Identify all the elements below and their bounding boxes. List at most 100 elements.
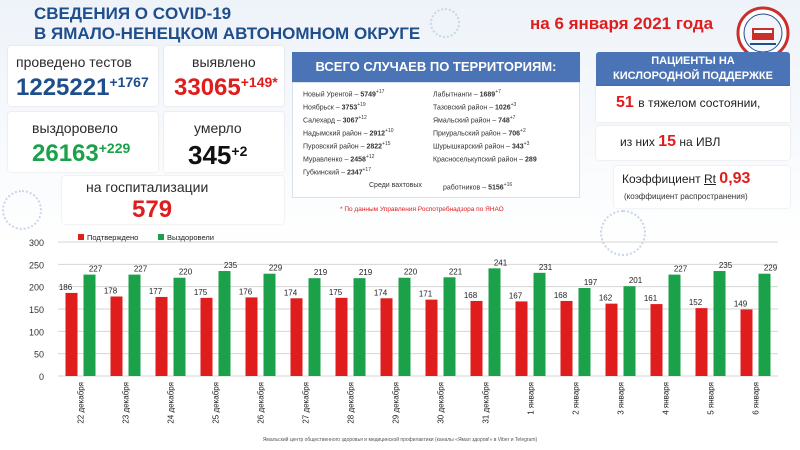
territory-row: Тазовский район – 1026+3 [433, 102, 517, 112]
hospitalization-card: на госпитализации 579 [62, 176, 284, 224]
territory-delta: +17 [375, 89, 385, 95]
territory-value: 2822 [366, 143, 383, 151]
territory-value: 2347 [346, 169, 363, 177]
bar-value-label: 241 [494, 258, 508, 267]
recovered-label: выздоровело [32, 120, 118, 136]
bar [200, 297, 213, 376]
territory-name: Ямальский район [433, 117, 491, 125]
shift-workers-row: работников – 5156+16 [443, 182, 513, 192]
territory-value: 3067 [342, 117, 359, 125]
emblem-logo-icon [736, 6, 790, 60]
y-tick-label: 300 [29, 238, 44, 248]
territory-value: 706 [508, 130, 521, 138]
oxygen-heading: ПАЦИЕНТЫ НА КИСЛОРОДНОЙ ПОДДЕРЖКЕ [596, 52, 790, 86]
bar [218, 271, 231, 376]
territory-name: Новый Уренгой [303, 91, 353, 99]
detected-label: выявлено [192, 54, 256, 70]
tests-label: проведено тестов [16, 54, 132, 70]
report-date: на 6 января 2021 года [530, 14, 714, 33]
bar-value-label: 162 [599, 294, 613, 303]
bar-value-label: 219 [359, 268, 373, 277]
territory-row: Пуровский район – 2822+15 [303, 141, 391, 151]
x-tick-label: 4 января [662, 382, 671, 415]
bar [425, 299, 438, 376]
bar-value-label: 171 [419, 290, 433, 299]
territory-name: Муравленко [303, 156, 343, 164]
recovered-delta: +229 [98, 140, 131, 156]
territory-value: 5749 [360, 91, 376, 99]
y-tick-label: 0 [39, 372, 44, 382]
bar-value-label: 235 [224, 261, 238, 270]
x-tick-label: 23 декабря [122, 382, 131, 424]
page-title: СВЕДЕНИЯ О COVID-19 В ЯМАЛО-НЕНЕЦКОМ АВТ… [34, 4, 421, 43]
bar [713, 271, 726, 376]
territory-delta: +19 [357, 102, 366, 108]
bar-value-label: 168 [464, 291, 478, 300]
x-tick-label: 5 января [707, 382, 716, 415]
bar-value-label: 149 [734, 299, 748, 308]
tests-delta: +1767 [109, 74, 149, 90]
territory-delta: +7 [495, 89, 501, 95]
bar-value-label: 227 [89, 265, 103, 274]
severe-value: 51 [616, 94, 634, 111]
territory-name: Ноябрьск [303, 104, 334, 112]
ivl-card: из них 15 на ИВЛ [596, 126, 790, 160]
territory-value: 3753 [341, 104, 358, 112]
footer-credit: Ямальский центр общественного здоровья и… [262, 437, 538, 443]
y-tick-label: 150 [29, 305, 44, 315]
territory-name: Шурышкарский район [433, 143, 505, 151]
x-tick-label: 22 декабря [77, 382, 86, 424]
bar-value-label: 152 [689, 298, 703, 307]
legend-swatch [158, 234, 164, 240]
legend-label: Подтверждено [87, 233, 138, 242]
bar [578, 288, 591, 376]
territory-row: Ноябрьск – 3753+19 [303, 102, 366, 112]
bar [650, 304, 663, 376]
territory-name: Пуровский район [303, 143, 359, 151]
hosp-value: 579 [132, 196, 173, 223]
y-tick-label: 200 [29, 283, 44, 293]
territory-name: Салехард [303, 117, 335, 125]
legend-swatch [78, 234, 84, 240]
bar [335, 297, 348, 376]
territory-row: Муравленко – 2458+12 [303, 154, 375, 164]
territory-delta: +12 [358, 115, 367, 121]
legend-label: Выздоровели [167, 233, 214, 242]
bar [65, 292, 78, 376]
bar [470, 300, 483, 376]
territory-row: Ямальский район – 748+7 [433, 115, 516, 125]
died-card: умерло 345+2 [164, 112, 284, 172]
x-tick-label: 26 декабря [257, 382, 266, 424]
x-tick-label: 24 декабря [167, 382, 176, 424]
ivl-prefix: из них [620, 135, 655, 149]
bar [533, 272, 546, 376]
recovered-value: 26163 [32, 140, 99, 167]
territory-delta: +12 [365, 154, 375, 160]
bar [668, 274, 681, 376]
bar-value-label: 186 [59, 283, 73, 292]
detected-delta: +149* [240, 74, 278, 90]
territory-delta: +15 [382, 141, 391, 147]
bar-value-label: 227 [674, 265, 688, 274]
bar-value-label: 174 [284, 288, 298, 297]
bar [398, 277, 411, 376]
rt-note: (коэффициент распространения) [624, 192, 748, 201]
died-delta: +2 [231, 143, 248, 159]
y-tick-label: 250 [29, 260, 44, 270]
rt-card: Коэффициент Rt 0,93 (коэффициент распрос… [614, 166, 790, 208]
recovered-card: выздоровело 26163+229 [8, 112, 158, 172]
died-value: 345 [188, 140, 232, 170]
territory-row: Красноселькупский район – 289 [433, 156, 537, 164]
bar [758, 273, 771, 376]
rt-label: Коэффициент [622, 172, 701, 186]
daily-bar-chart: 0 50 100 150 200 250 300 Подтверждено Выздоровел… [29, 233, 778, 424]
territory-value: 289 [525, 156, 537, 164]
x-tick-label: 30 декабря [437, 382, 446, 424]
x-tick-label: 1 января [527, 382, 536, 415]
territory-name: Лабытнанги [433, 91, 472, 99]
x-tick-label: 28 декабря [347, 382, 356, 424]
bar [128, 274, 141, 376]
bar-value-label: 178 [104, 286, 118, 295]
bar-value-label: 219 [314, 268, 328, 277]
